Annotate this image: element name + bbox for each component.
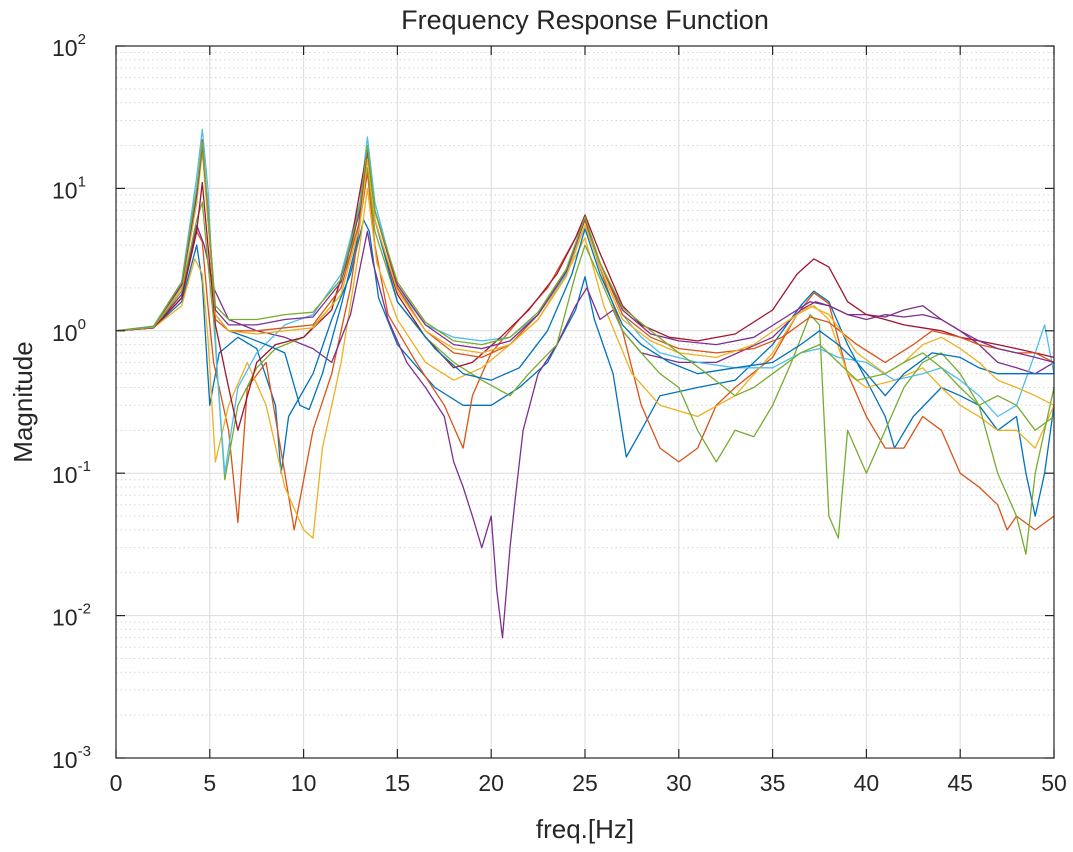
series-line-ch5 xyxy=(115,166,1055,555)
x-tick-label: 40 xyxy=(854,770,880,796)
y-tick-label: 10-2 xyxy=(52,601,91,631)
series-line-ch12 xyxy=(115,141,1055,431)
x-tick-label: 45 xyxy=(947,770,973,796)
y-tick-label: 102 xyxy=(52,31,86,61)
x-tick-label: 30 xyxy=(666,770,692,796)
ticks xyxy=(115,45,1055,759)
series-line-ch8 xyxy=(115,144,1054,411)
x-tick-label: 20 xyxy=(478,770,504,796)
y-tick-label: 10-1 xyxy=(52,458,91,488)
x-tick-label: 10 xyxy=(291,770,317,796)
x-tick-label: 25 xyxy=(572,770,598,796)
x-axis-label: freq.[Hz] xyxy=(536,814,634,844)
series-line-ch6 xyxy=(115,128,1055,474)
x-tick-label: 50 xyxy=(1041,770,1067,796)
y-axis-label: Magnitude xyxy=(8,341,38,462)
x-tick-label: 0 xyxy=(110,770,123,796)
x-tick-label: 15 xyxy=(385,770,411,796)
series-line-ch7 xyxy=(115,148,1055,431)
series-line-ch1 xyxy=(115,219,1055,517)
series-line-ch4 xyxy=(115,224,1055,639)
x-tick-label: 35 xyxy=(760,770,786,796)
y-tick-label: 10-3 xyxy=(52,743,91,773)
y-tick-label: 101 xyxy=(52,173,86,203)
y-tick-label: 100 xyxy=(52,316,86,346)
series-line-ch10 xyxy=(115,151,1055,406)
y-tick-labels: 10-3 10-2 10-1 100 101 102 xyxy=(52,31,91,773)
x-tick-labels: 0 5 10 15 20 25 30 35 40 45 50 xyxy=(110,770,1067,796)
x-tick-label: 5 xyxy=(203,770,216,796)
chart-title: Frequency Response Function xyxy=(401,5,769,35)
series-lines xyxy=(115,128,1055,639)
